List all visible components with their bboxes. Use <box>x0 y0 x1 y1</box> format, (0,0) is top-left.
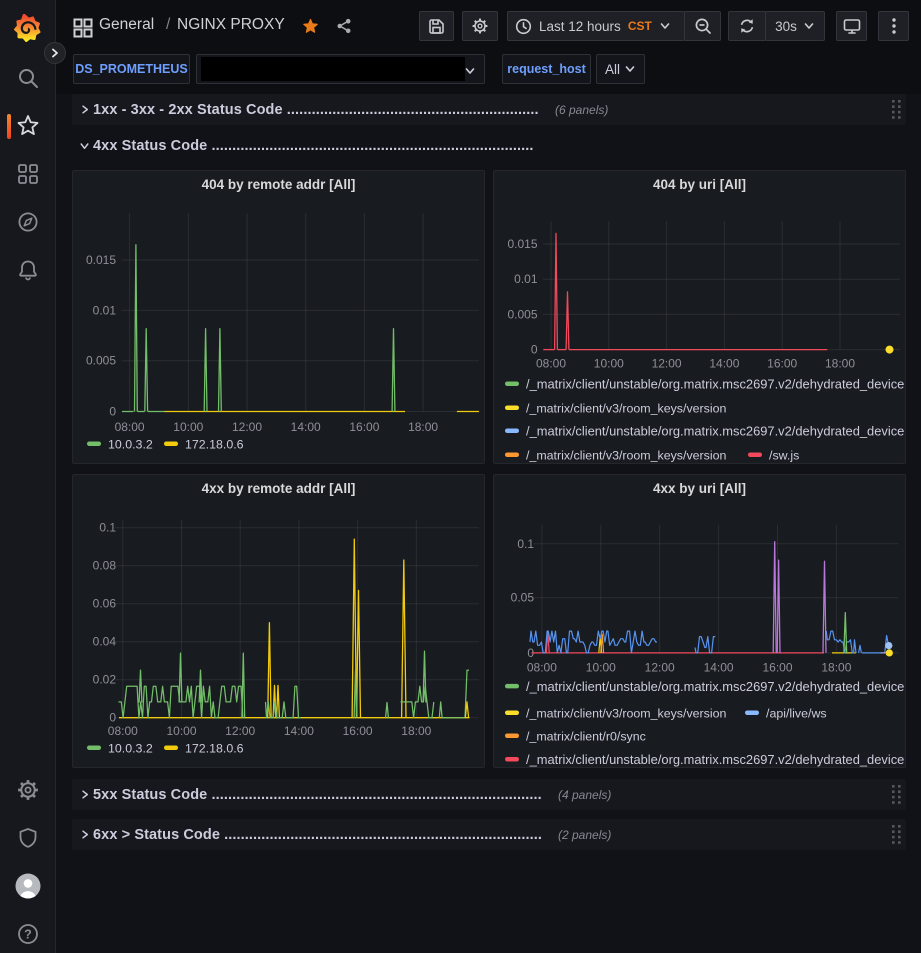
svg-text:10:00: 10:00 <box>173 420 203 434</box>
svg-text:14:00: 14:00 <box>709 357 739 371</box>
svg-text:18:00: 18:00 <box>401 724 431 738</box>
svg-text:/_matrix/client/v3/room_keys/v: /_matrix/client/v3/room_keys/version <box>526 707 726 721</box>
svg-text:0.1: 0.1 <box>517 537 534 551</box>
svg-text:18:00: 18:00 <box>408 420 438 434</box>
svg-text:0.01: 0.01 <box>514 272 538 286</box>
svg-text:16:00: 16:00 <box>343 724 373 738</box>
svg-text:0.005: 0.005 <box>507 307 537 321</box>
svg-text:0: 0 <box>109 405 116 419</box>
svg-text:0.04: 0.04 <box>93 635 117 649</box>
svg-text:/_matrix/client/unstable/org.m: /_matrix/client/unstable/org.matrix.msc2… <box>526 424 904 439</box>
svg-text:?: ? <box>24 927 32 941</box>
svg-text:16:00: 16:00 <box>767 357 797 371</box>
svg-text:0.06: 0.06 <box>93 597 117 611</box>
svg-text:0.015: 0.015 <box>86 253 116 267</box>
svg-text:172.18.0.6: 172.18.0.6 <box>185 742 244 756</box>
svg-text:0: 0 <box>109 711 116 725</box>
svg-text:16:00: 16:00 <box>762 660 792 674</box>
svg-text:08:00: 08:00 <box>108 724 138 738</box>
svg-text:0.05: 0.05 <box>511 591 535 605</box>
svg-text:08:00: 08:00 <box>536 357 566 371</box>
svg-text:/_matrix/client/unstable/org.m: /_matrix/client/unstable/org.matrix.msc2… <box>526 752 904 767</box>
svg-text:/_matrix/client/unstable/org.m: /_matrix/client/unstable/org.matrix.msc2… <box>526 679 904 694</box>
svg-text:10.0.3.2: 10.0.3.2 <box>108 438 153 452</box>
svg-text:10:00: 10:00 <box>166 724 196 738</box>
svg-text:0.08: 0.08 <box>93 559 117 573</box>
svg-text:/_matrix/client/unstable/org.m: /_matrix/client/unstable/org.matrix.msc2… <box>526 377 904 392</box>
svg-text:/sw.js: /sw.js <box>769 449 799 463</box>
svg-text:/_matrix/client/v3/room_keys/v: /_matrix/client/v3/room_keys/version <box>526 402 726 416</box>
svg-text:12:00: 12:00 <box>225 724 255 738</box>
svg-text:0.015: 0.015 <box>507 237 537 251</box>
svg-text:0.02: 0.02 <box>93 673 117 687</box>
svg-text:08:00: 08:00 <box>115 420 145 434</box>
svg-text:0.005: 0.005 <box>86 354 116 368</box>
svg-text:/api/live/ws: /api/live/ws <box>766 707 827 721</box>
svg-text:12:00: 12:00 <box>232 420 262 434</box>
svg-text:172.18.0.6: 172.18.0.6 <box>185 438 244 452</box>
svg-text:16:00: 16:00 <box>349 420 379 434</box>
svg-text:0.01: 0.01 <box>93 303 117 317</box>
svg-text:14:00: 14:00 <box>291 420 321 434</box>
svg-text:/_matrix/client/r0/sync: /_matrix/client/r0/sync <box>526 730 646 744</box>
svg-text:18:00: 18:00 <box>821 660 851 674</box>
svg-text:08:00: 08:00 <box>527 660 557 674</box>
svg-text:18:00: 18:00 <box>825 357 855 371</box>
svg-text:14:00: 14:00 <box>284 724 314 738</box>
svg-text:10:00: 10:00 <box>594 357 624 371</box>
svg-text:/_matrix/client/v3/room_keys/v: /_matrix/client/v3/room_keys/version <box>526 449 726 463</box>
svg-text:0: 0 <box>527 646 534 660</box>
svg-text:0: 0 <box>531 343 538 357</box>
svg-text:12:00: 12:00 <box>645 660 675 674</box>
svg-text:14:00: 14:00 <box>704 660 734 674</box>
svg-text:0.1: 0.1 <box>99 521 116 535</box>
svg-text:10:00: 10:00 <box>586 660 616 674</box>
svg-text:10.0.3.2: 10.0.3.2 <box>108 742 153 756</box>
svg-text:12:00: 12:00 <box>652 357 682 371</box>
